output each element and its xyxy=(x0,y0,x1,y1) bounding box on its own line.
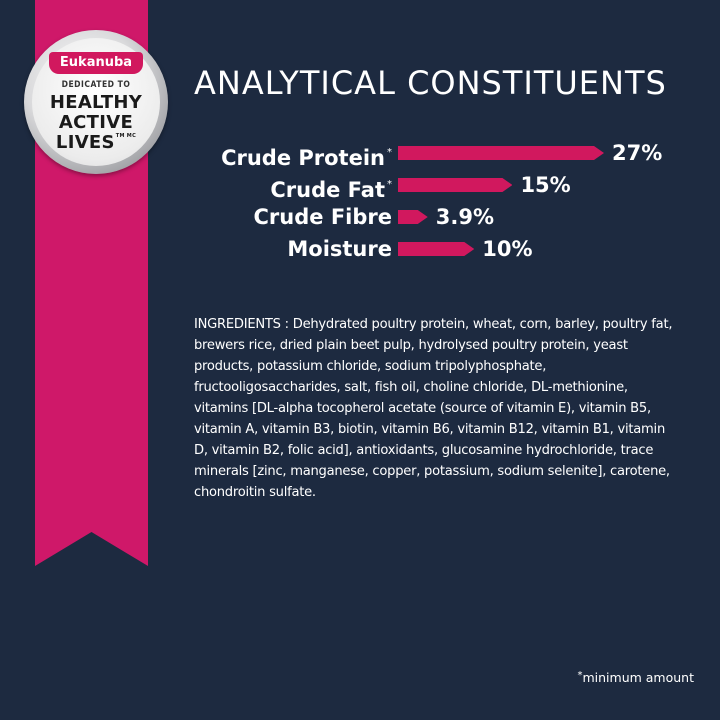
constituent-value: 15% xyxy=(520,173,571,197)
constituent-label-wrap: Crude Protein * xyxy=(221,138,392,173)
constituent-value: 10% xyxy=(482,237,533,261)
trademark-mark: TM MC xyxy=(115,133,137,139)
constituent-row: Moisture 10% xyxy=(0,234,720,266)
constituent-label: Crude Protein xyxy=(221,146,385,170)
page-title: ANALYTICAL CONSTITUENTS xyxy=(194,64,667,102)
constituent-asterisk: * xyxy=(387,179,392,190)
constituent-bar xyxy=(398,242,474,256)
badge-dedicated-text: DEDICATED TO xyxy=(61,80,131,90)
ingredients-text: INGREDIENTS : Dehydrated poultry protein… xyxy=(194,317,673,500)
constituent-asterisk: * xyxy=(387,147,392,158)
constituent-label: Moisture xyxy=(287,237,392,261)
constituent-label: Crude Fibre xyxy=(253,205,392,229)
constituent-row: Crude Fat * 15% xyxy=(0,170,720,202)
badge-line-1: HEALTHY xyxy=(49,92,143,113)
constituent-value: 27% xyxy=(612,141,663,165)
constituent-label-wrap: Crude Fibre xyxy=(254,202,392,232)
footnote-text: minimum amount xyxy=(582,670,694,685)
constituent-label-wrap: Crude Fat * xyxy=(270,170,392,205)
constituent-value: 3.9% xyxy=(435,205,494,229)
constituent-bar xyxy=(398,178,512,192)
constituent-bar xyxy=(398,146,604,160)
footnote-asterisk: * xyxy=(577,670,583,681)
constituent-label-wrap: Moisture xyxy=(287,234,392,264)
footnote: *minimum amount xyxy=(577,670,694,685)
constituent-row: Crude Fibre 3.9% xyxy=(0,202,720,234)
constituent-bar xyxy=(398,210,428,224)
badge-line-2: ACTIVE xyxy=(58,112,134,133)
brand-logo: Eukanuba xyxy=(49,52,143,74)
badge-face: Eukanuba DEDICATED TO HEALTHY ACTIVE LIV… xyxy=(32,38,160,166)
constituent-row: Crude Protein * 27% xyxy=(0,138,720,170)
constituent-label: Crude Fat xyxy=(270,178,385,202)
eukanuba-badge: Eukanuba DEDICATED TO HEALTHY ACTIVE LIV… xyxy=(24,30,168,174)
badge-line-3-wrap: LIVESTM MC xyxy=(32,133,160,153)
badge-line-3: LIVES xyxy=(55,132,115,153)
